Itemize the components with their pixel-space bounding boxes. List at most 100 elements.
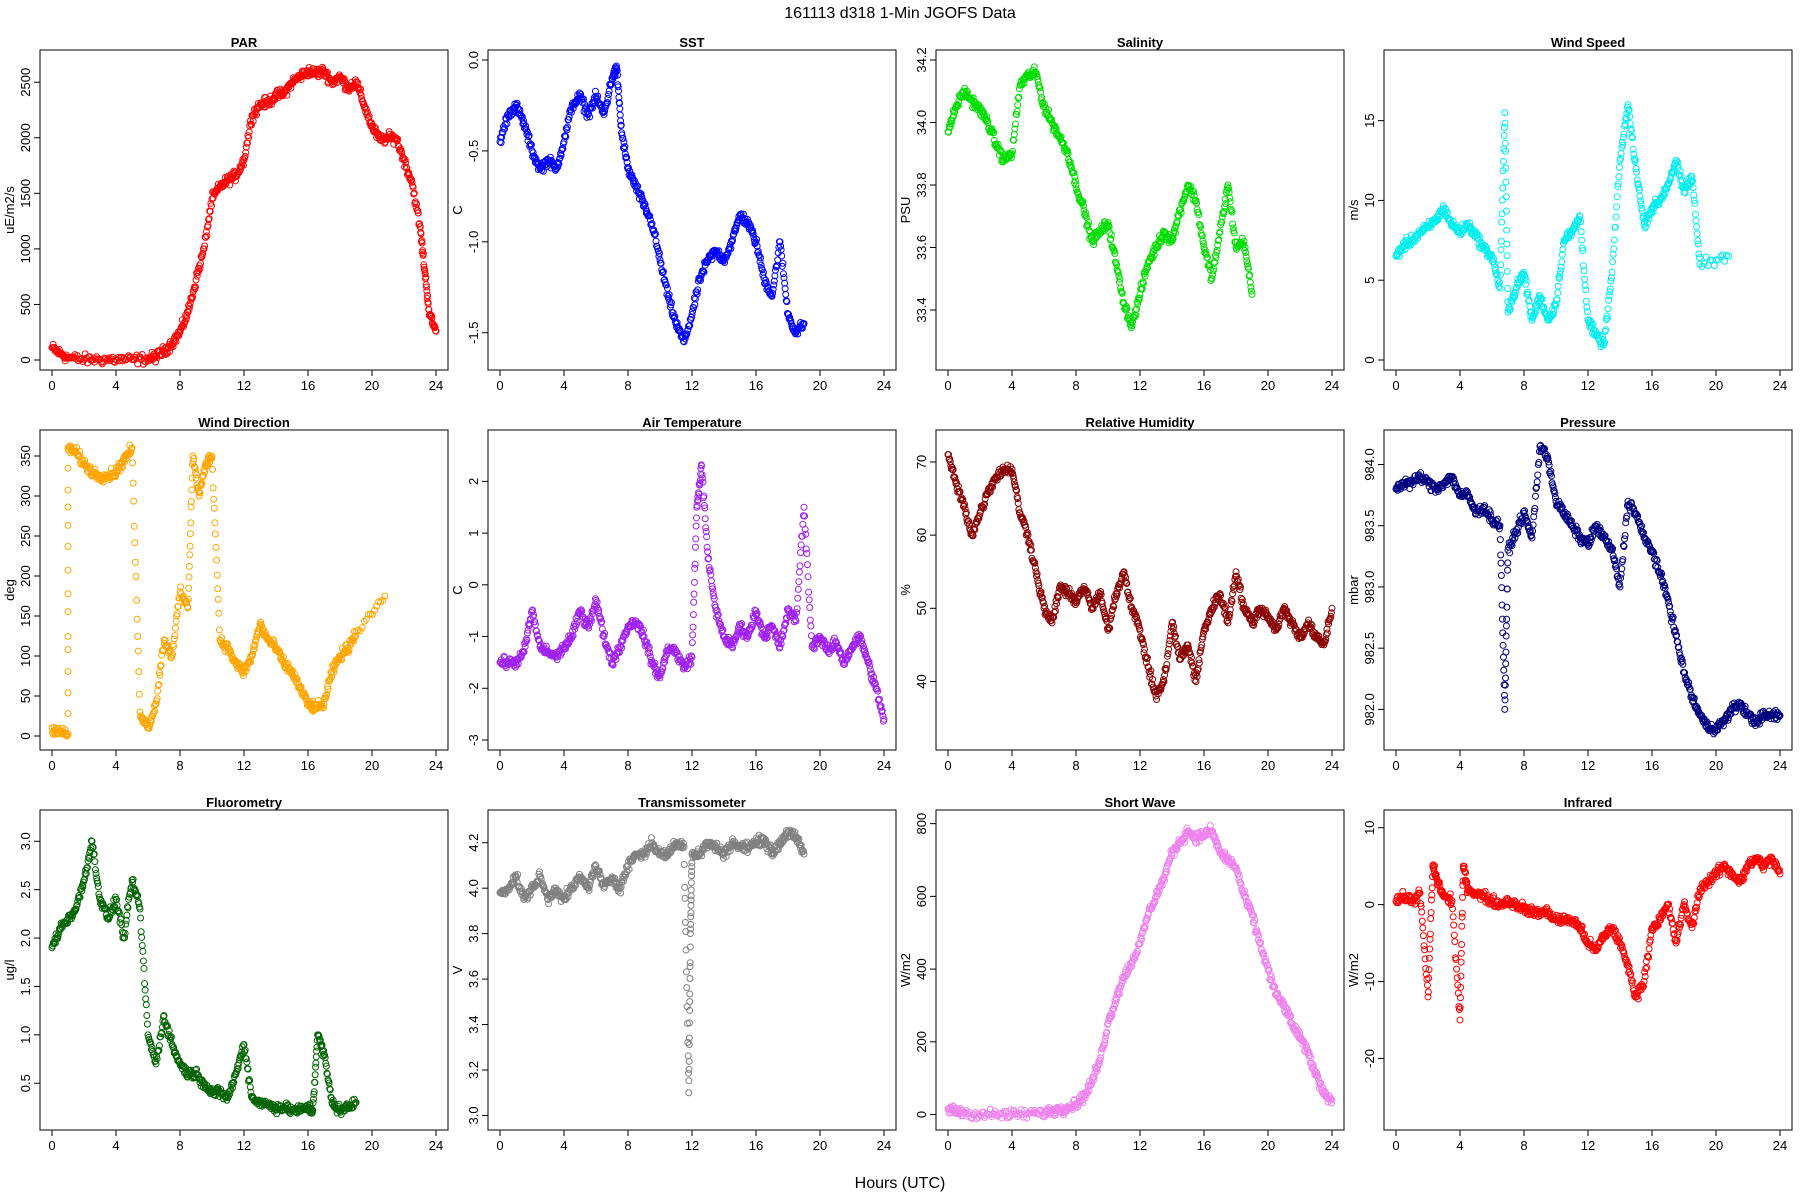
data-point-fill — [64, 646, 72, 654]
data-point-fill — [658, 668, 666, 676]
data-point — [195, 492, 203, 500]
data-point-fill — [423, 294, 431, 302]
data-point-fill — [1171, 229, 1179, 237]
data-point-fill — [783, 298, 791, 306]
data-point-fill — [690, 578, 698, 586]
data-point-fill — [64, 566, 72, 574]
x-tick-label: 24 — [1325, 758, 1339, 773]
y-tick-label: 33.8 — [914, 172, 929, 197]
data-point-fill — [203, 232, 211, 240]
data-point-fill — [1457, 231, 1465, 239]
y-tick-label: 1000 — [18, 234, 33, 263]
data-point-fill — [675, 326, 683, 334]
x-tick-label: 4 — [1008, 758, 1015, 773]
data-point-fill — [700, 502, 708, 510]
data-point-fill — [177, 583, 185, 591]
data-point-fill — [1629, 134, 1637, 142]
data-point-fill — [184, 595, 192, 603]
plot-frame — [39, 49, 449, 371]
y-axis-label: uE/m2/s — [2, 186, 17, 234]
data-point-fill — [1177, 209, 1185, 217]
y-tick-label: 1500 — [18, 179, 33, 208]
data-point-fill — [241, 152, 249, 160]
data-point-fill — [171, 632, 179, 640]
data-point-fill — [418, 236, 426, 244]
data-point-fill — [694, 286, 702, 294]
data-point — [1608, 268, 1616, 276]
data-point-fill — [715, 617, 723, 625]
data-point — [1688, 172, 1696, 180]
data-point-fill — [64, 503, 72, 511]
data-point-fill — [503, 120, 511, 128]
y-tick-label: 34.0 — [914, 110, 929, 135]
data-point-fill — [1577, 218, 1585, 226]
data-point-fill — [64, 590, 72, 598]
data-point-fill — [1603, 314, 1611, 322]
data-point-fill — [1577, 228, 1585, 236]
data-point-fill — [1226, 198, 1234, 206]
data-point — [408, 178, 416, 186]
data-point-fill — [1503, 268, 1511, 276]
data-point-fill — [1229, 220, 1237, 228]
data-point-fill — [1133, 305, 1141, 313]
data-point-fill — [702, 527, 710, 535]
data-point-fill — [982, 117, 990, 125]
data-point-fill — [202, 228, 210, 236]
data-point-fill — [1187, 182, 1195, 190]
data-point-fill — [1604, 305, 1612, 313]
data-point-fill — [360, 617, 368, 625]
data-point-fill — [1522, 280, 1530, 288]
data-point-fill — [1190, 192, 1198, 200]
data-point-fill — [655, 252, 663, 260]
x-tick-label: 24 — [877, 378, 891, 393]
data-point-fill — [807, 622, 815, 630]
data-point — [496, 138, 504, 146]
data-point-fill — [187, 503, 195, 511]
data-point-fill — [604, 95, 612, 103]
data-point-fill — [1073, 188, 1081, 196]
data-point-fill — [1583, 308, 1591, 316]
data-point — [136, 708, 144, 716]
data-point-fill — [782, 290, 790, 298]
data-point-fill — [1549, 311, 1557, 319]
data-point-fill — [1538, 295, 1546, 303]
data-point-fill — [419, 250, 427, 258]
data-point-fill — [1630, 155, 1638, 163]
data-point-fill — [579, 95, 587, 103]
data-point-fill — [1501, 147, 1509, 155]
data-point-fill — [1580, 267, 1588, 275]
x-tick-label: 20 — [365, 758, 379, 773]
data-point-fill — [283, 91, 291, 99]
data-point — [352, 628, 360, 636]
data-point — [800, 320, 808, 328]
data-point-fill — [781, 279, 789, 287]
data-point-fill — [1674, 158, 1682, 166]
data-point-fill — [1721, 257, 1729, 265]
data-point-fill — [1210, 265, 1218, 273]
data-point-fill — [1661, 189, 1669, 197]
data-point-fill — [769, 285, 777, 293]
data-point-fill — [139, 360, 147, 368]
data-point-fill — [686, 659, 694, 667]
data-point-fill — [497, 139, 505, 147]
data-point-fill — [75, 447, 83, 455]
y-tick-label: 982.0 — [1362, 693, 1377, 726]
data-point-fill — [1139, 279, 1147, 287]
data-point-fill — [615, 87, 623, 95]
data-point-fill — [1502, 622, 1510, 630]
data-point-fill — [1531, 492, 1539, 500]
data-point-fill — [145, 724, 153, 732]
data-point-fill — [1082, 209, 1090, 217]
data-point-fill — [754, 247, 762, 255]
data-point-fill — [213, 571, 221, 579]
data-point-fill — [719, 626, 727, 634]
data-point-fill — [1073, 185, 1081, 193]
data-point-fill — [204, 462, 212, 470]
data-point-fill — [1692, 217, 1700, 225]
data-point-fill — [771, 266, 779, 274]
panel-title: Wind Speed — [1551, 35, 1625, 50]
data-point-fill — [780, 274, 788, 282]
x-tick-label: 4 — [1008, 378, 1015, 393]
data-point-fill — [257, 618, 265, 626]
